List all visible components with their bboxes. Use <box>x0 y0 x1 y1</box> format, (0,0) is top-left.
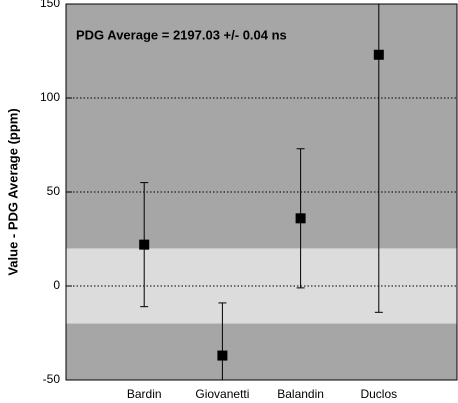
reference-band <box>66 248 457 324</box>
y-tick-label: 150 <box>40 0 60 10</box>
x-tick-label: Duclos <box>360 387 397 401</box>
x-tick-label: Bardin <box>127 387 162 401</box>
point <box>139 239 150 250</box>
plot-layer <box>66 3 457 381</box>
plot-background <box>66 4 457 380</box>
point <box>217 350 228 361</box>
annotation: PDG Average = 2197.03 +/- 0.04 ns <box>76 27 287 42</box>
x-tick-label: Giovanetti <box>195 387 249 401</box>
y-tick-label: 100 <box>40 90 60 104</box>
x-tick-label: Balandin <box>277 387 324 401</box>
point <box>373 49 384 60</box>
point <box>295 213 306 224</box>
y-tick-label: 0 <box>53 278 60 292</box>
y-tick-label: -50 <box>43 372 61 386</box>
y-tick-label: 50 <box>47 184 61 198</box>
plot-frame <box>65 3 458 381</box>
y-axis-label: Value - PDG Average (ppm) <box>5 108 20 275</box>
